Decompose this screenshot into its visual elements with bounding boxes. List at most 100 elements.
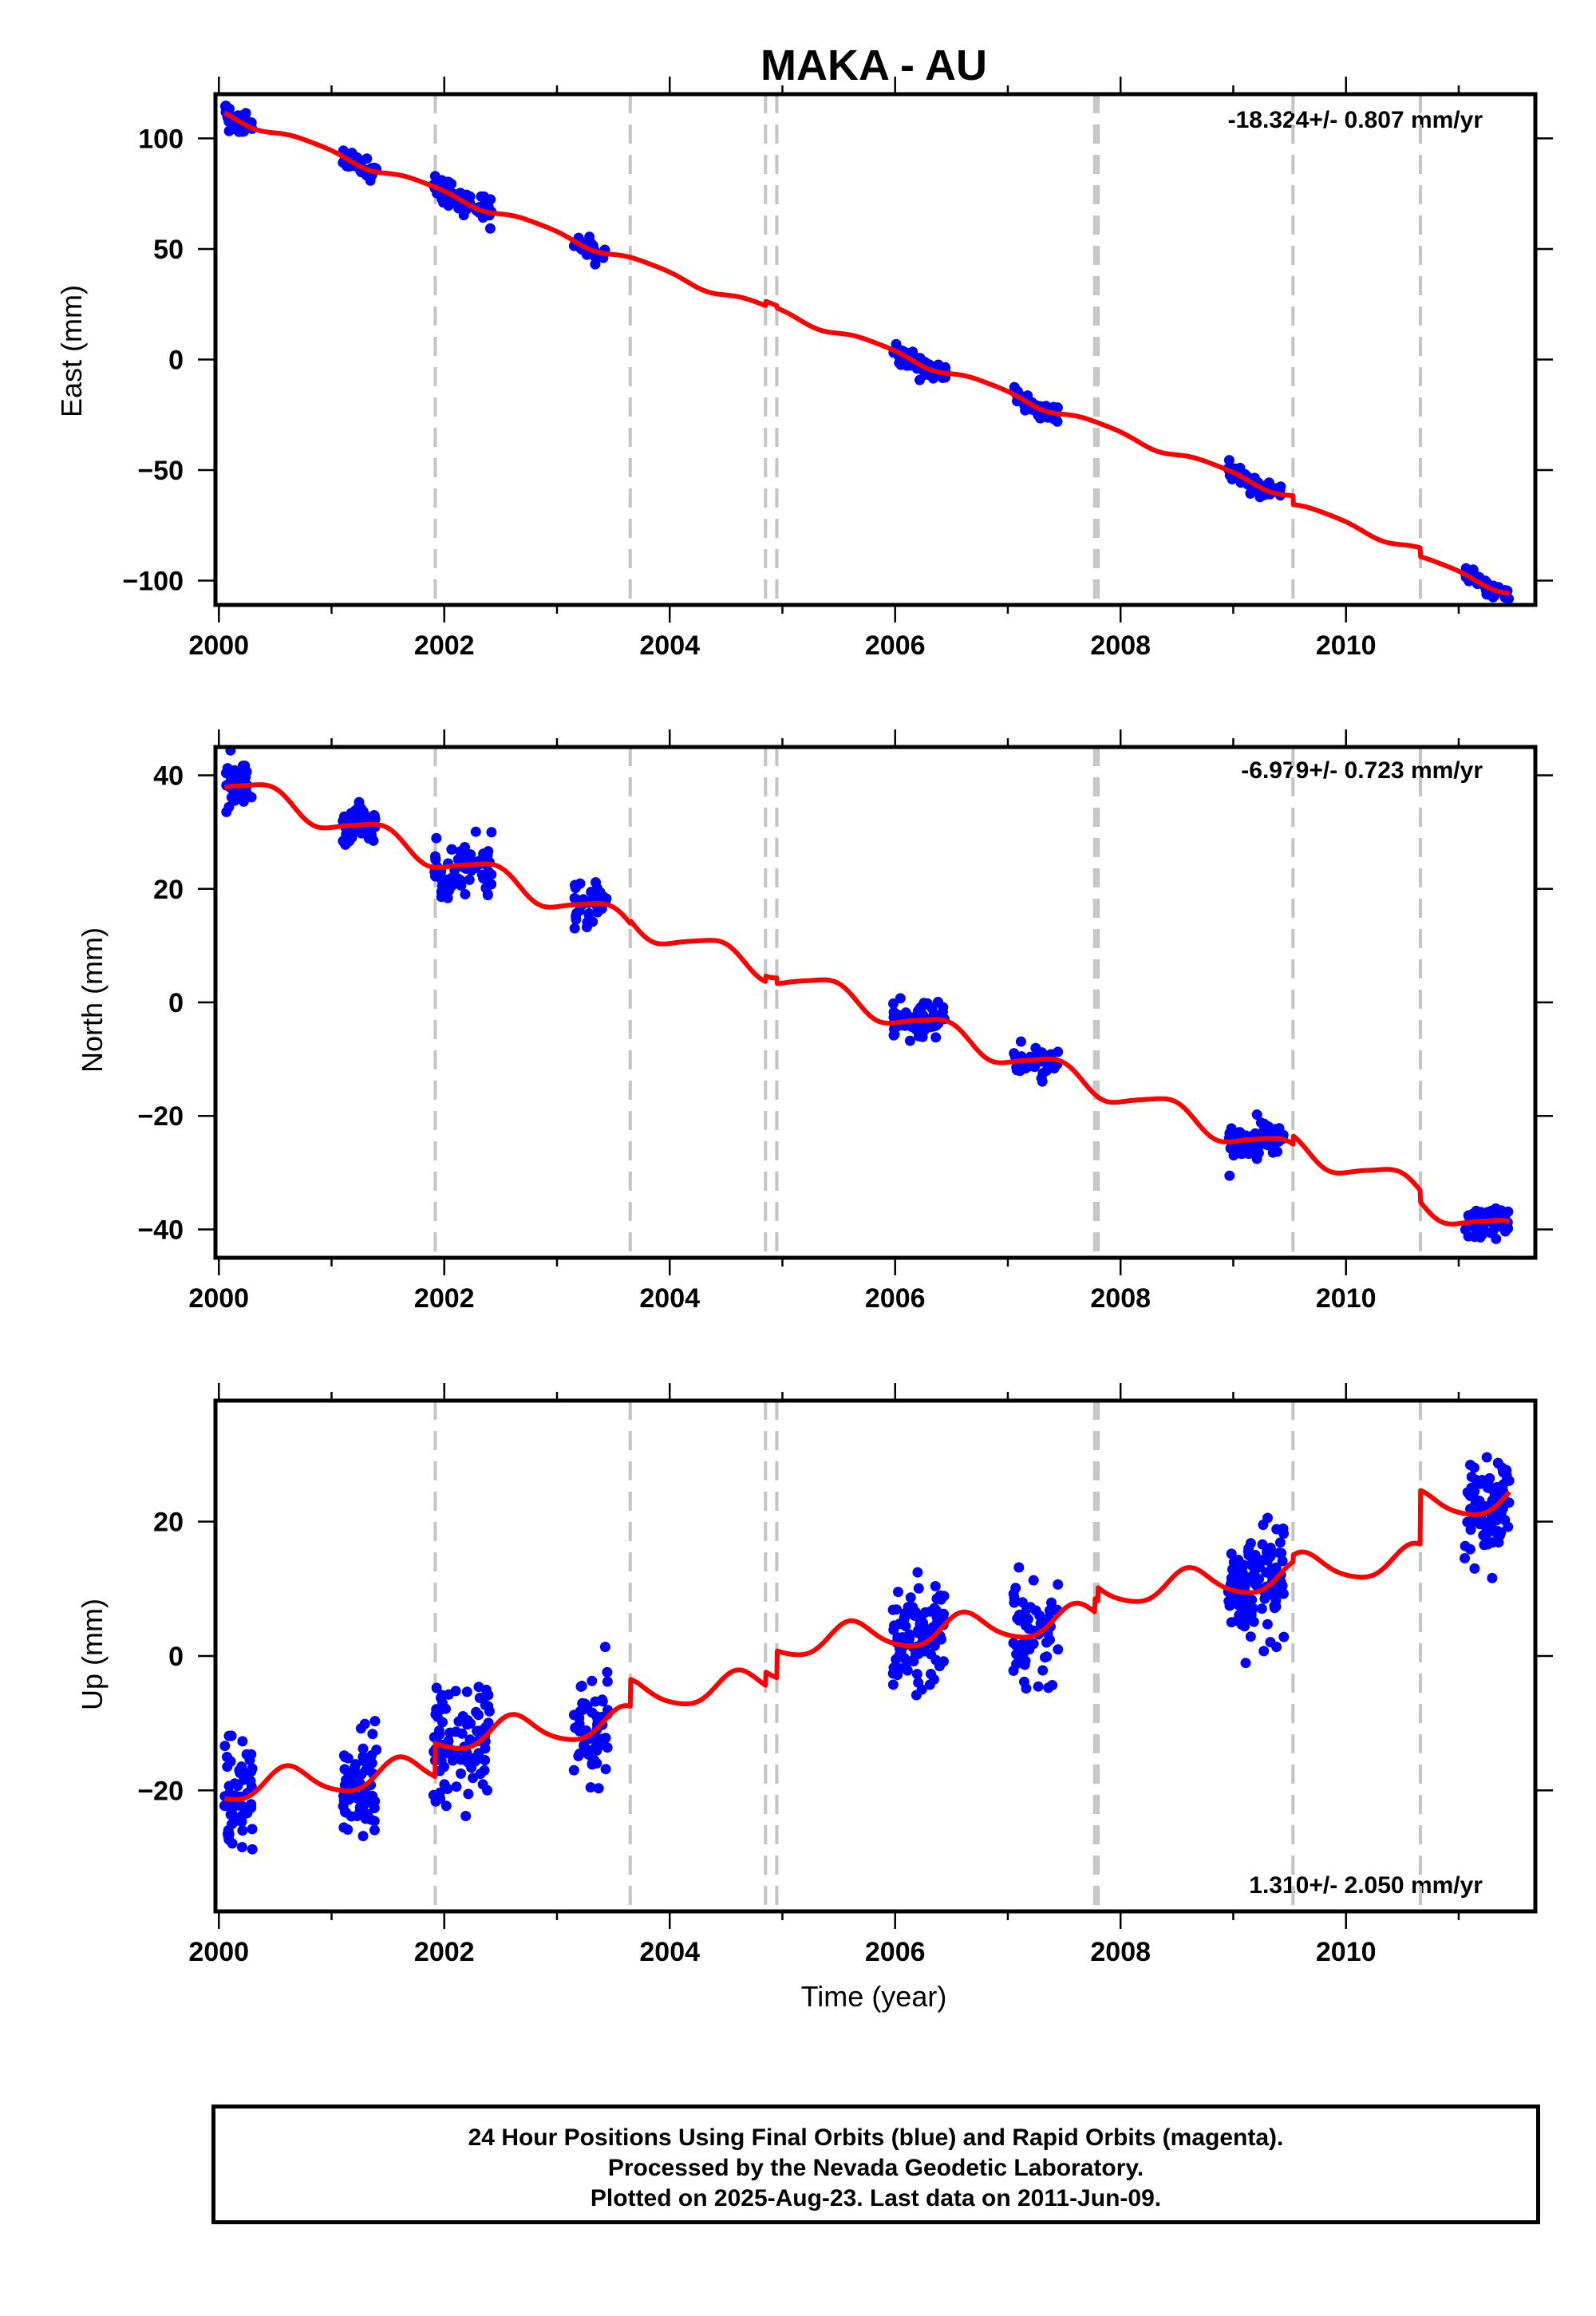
up-observation-point bbox=[440, 1800, 452, 1812]
up-observation-point bbox=[1469, 1563, 1480, 1574]
up-observation-point bbox=[456, 1728, 468, 1739]
up-observation-point bbox=[1020, 1655, 1031, 1666]
up-observation-point bbox=[246, 1799, 257, 1810]
east-observation-point bbox=[361, 153, 373, 164]
up-observation-point bbox=[1237, 1567, 1248, 1578]
up-observation-point bbox=[1462, 1516, 1473, 1528]
up-observation-point bbox=[366, 1750, 377, 1761]
up-model-line bbox=[222, 1488, 1511, 1802]
north-observation-point bbox=[915, 1002, 926, 1013]
up-observation-point bbox=[929, 1674, 939, 1685]
north-observation-point bbox=[1272, 1146, 1282, 1157]
north-observation-point bbox=[431, 832, 442, 844]
up-observation-point bbox=[369, 1824, 380, 1836]
up-observation-point bbox=[1009, 1597, 1020, 1608]
east-x-tick-label: 2010 bbox=[1316, 630, 1377, 661]
up-observation-point bbox=[462, 1757, 473, 1768]
up-observation-point bbox=[593, 1783, 604, 1794]
north-x-tick-label: 2010 bbox=[1316, 1283, 1377, 1314]
north-observation-point bbox=[1030, 1042, 1041, 1053]
north-observation-point bbox=[1485, 1227, 1496, 1239]
up-observation-point bbox=[1497, 1503, 1508, 1514]
east-observation-point bbox=[1275, 481, 1286, 492]
north-observation-point bbox=[486, 827, 497, 838]
north-observation-point bbox=[888, 998, 899, 1009]
up-observation-point bbox=[893, 1587, 903, 1598]
up-observation-point bbox=[338, 1750, 350, 1761]
up-panel: Up (mm) 1.310+/- 2.050 mm/yr Time (year)… bbox=[76, 1383, 1553, 2013]
north-panel: North (mm) -6.979+/- 0.723 mm/yr 2000 200… bbox=[76, 729, 1553, 1314]
up-observation-point bbox=[1034, 1610, 1045, 1621]
up-observation-point bbox=[591, 1736, 602, 1747]
up-observation-point bbox=[247, 1763, 258, 1774]
up-observation-point bbox=[1020, 1642, 1031, 1653]
up-observation-point bbox=[587, 1675, 598, 1686]
up-observation-point bbox=[1465, 1524, 1476, 1535]
up-observation-point bbox=[223, 1730, 235, 1741]
north-observation-point bbox=[1262, 1140, 1273, 1150]
up-observation-point bbox=[1008, 1638, 1019, 1649]
north-observation-point bbox=[1232, 1130, 1243, 1141]
up-observation-point bbox=[916, 1684, 927, 1695]
up-observation-point bbox=[225, 1809, 236, 1820]
up-observation-point bbox=[1033, 1681, 1044, 1692]
footer-line-orbits: 24 Hour Positions Using Final Orbits (bl… bbox=[468, 2124, 1284, 2151]
east-observation-point bbox=[1035, 413, 1046, 424]
x-axis-label: Time (year) bbox=[801, 1980, 947, 2013]
north-observation-point bbox=[1224, 1170, 1235, 1181]
up-observation-point bbox=[360, 1765, 371, 1776]
up-observation-point bbox=[1481, 1452, 1492, 1463]
north-observation-point bbox=[460, 889, 471, 899]
up-observation-point bbox=[1261, 1555, 1272, 1566]
up-observation-point bbox=[905, 1592, 916, 1603]
up-observation-point bbox=[1240, 1658, 1251, 1669]
up-observation-point bbox=[369, 1716, 381, 1727]
north-observation-point bbox=[1460, 1224, 1471, 1235]
up-observation-point bbox=[359, 1718, 370, 1729]
north-observation-point bbox=[1029, 1061, 1040, 1073]
up-observation-point bbox=[1258, 1646, 1270, 1657]
up-observation-point bbox=[430, 1796, 441, 1807]
up-observation-point bbox=[463, 1788, 474, 1800]
north-observation-point bbox=[464, 874, 475, 885]
up-observation-point bbox=[437, 1697, 448, 1709]
north-observation-point bbox=[229, 765, 240, 776]
up-observation-point bbox=[1028, 1575, 1039, 1586]
east-axis-label: East (mm) bbox=[55, 285, 88, 417]
up-observation-point bbox=[891, 1654, 902, 1665]
up-observation-point bbox=[358, 1831, 369, 1842]
east-observation-point bbox=[1223, 455, 1235, 466]
east-observation-point bbox=[484, 223, 496, 234]
up-observation-point bbox=[247, 1824, 258, 1835]
up-observation-point bbox=[1269, 1603, 1280, 1614]
north-observation-point bbox=[582, 922, 592, 933]
up-observation-point bbox=[1465, 1504, 1476, 1515]
north-observation-point bbox=[575, 878, 586, 889]
north-observation-point bbox=[1476, 1229, 1487, 1240]
up-observation-point bbox=[365, 1814, 377, 1825]
up-observation-point bbox=[223, 1800, 234, 1812]
north-y-tick-label: 20 bbox=[153, 875, 184, 905]
up-y-tick-label: −20 bbox=[137, 1776, 184, 1806]
north-x-tick-label: 2004 bbox=[639, 1283, 700, 1314]
north-x-tick-label: 2006 bbox=[865, 1283, 926, 1314]
up-observation-point bbox=[223, 1780, 235, 1792]
up-observation-point bbox=[934, 1590, 946, 1601]
east-observation-point bbox=[1052, 402, 1063, 413]
east-x-tick-label: 2002 bbox=[414, 630, 475, 661]
up-observation-point bbox=[1041, 1637, 1052, 1648]
up-observation-point bbox=[1257, 1539, 1268, 1550]
up-observation-point bbox=[1460, 1553, 1470, 1563]
up-observation-point bbox=[1254, 1562, 1265, 1572]
up-observation-point bbox=[1037, 1665, 1049, 1676]
north-observation-point bbox=[904, 1035, 915, 1046]
east-plot-area bbox=[219, 94, 1515, 605]
east-plot-frame bbox=[213, 92, 1538, 607]
up-observation-point bbox=[474, 1693, 485, 1703]
east-x-tick-label: 2008 bbox=[1090, 630, 1151, 661]
up-observation-point bbox=[568, 1765, 579, 1776]
up-observation-point bbox=[468, 1773, 479, 1784]
up-observation-point bbox=[342, 1824, 354, 1835]
up-observation-point bbox=[223, 1834, 235, 1845]
